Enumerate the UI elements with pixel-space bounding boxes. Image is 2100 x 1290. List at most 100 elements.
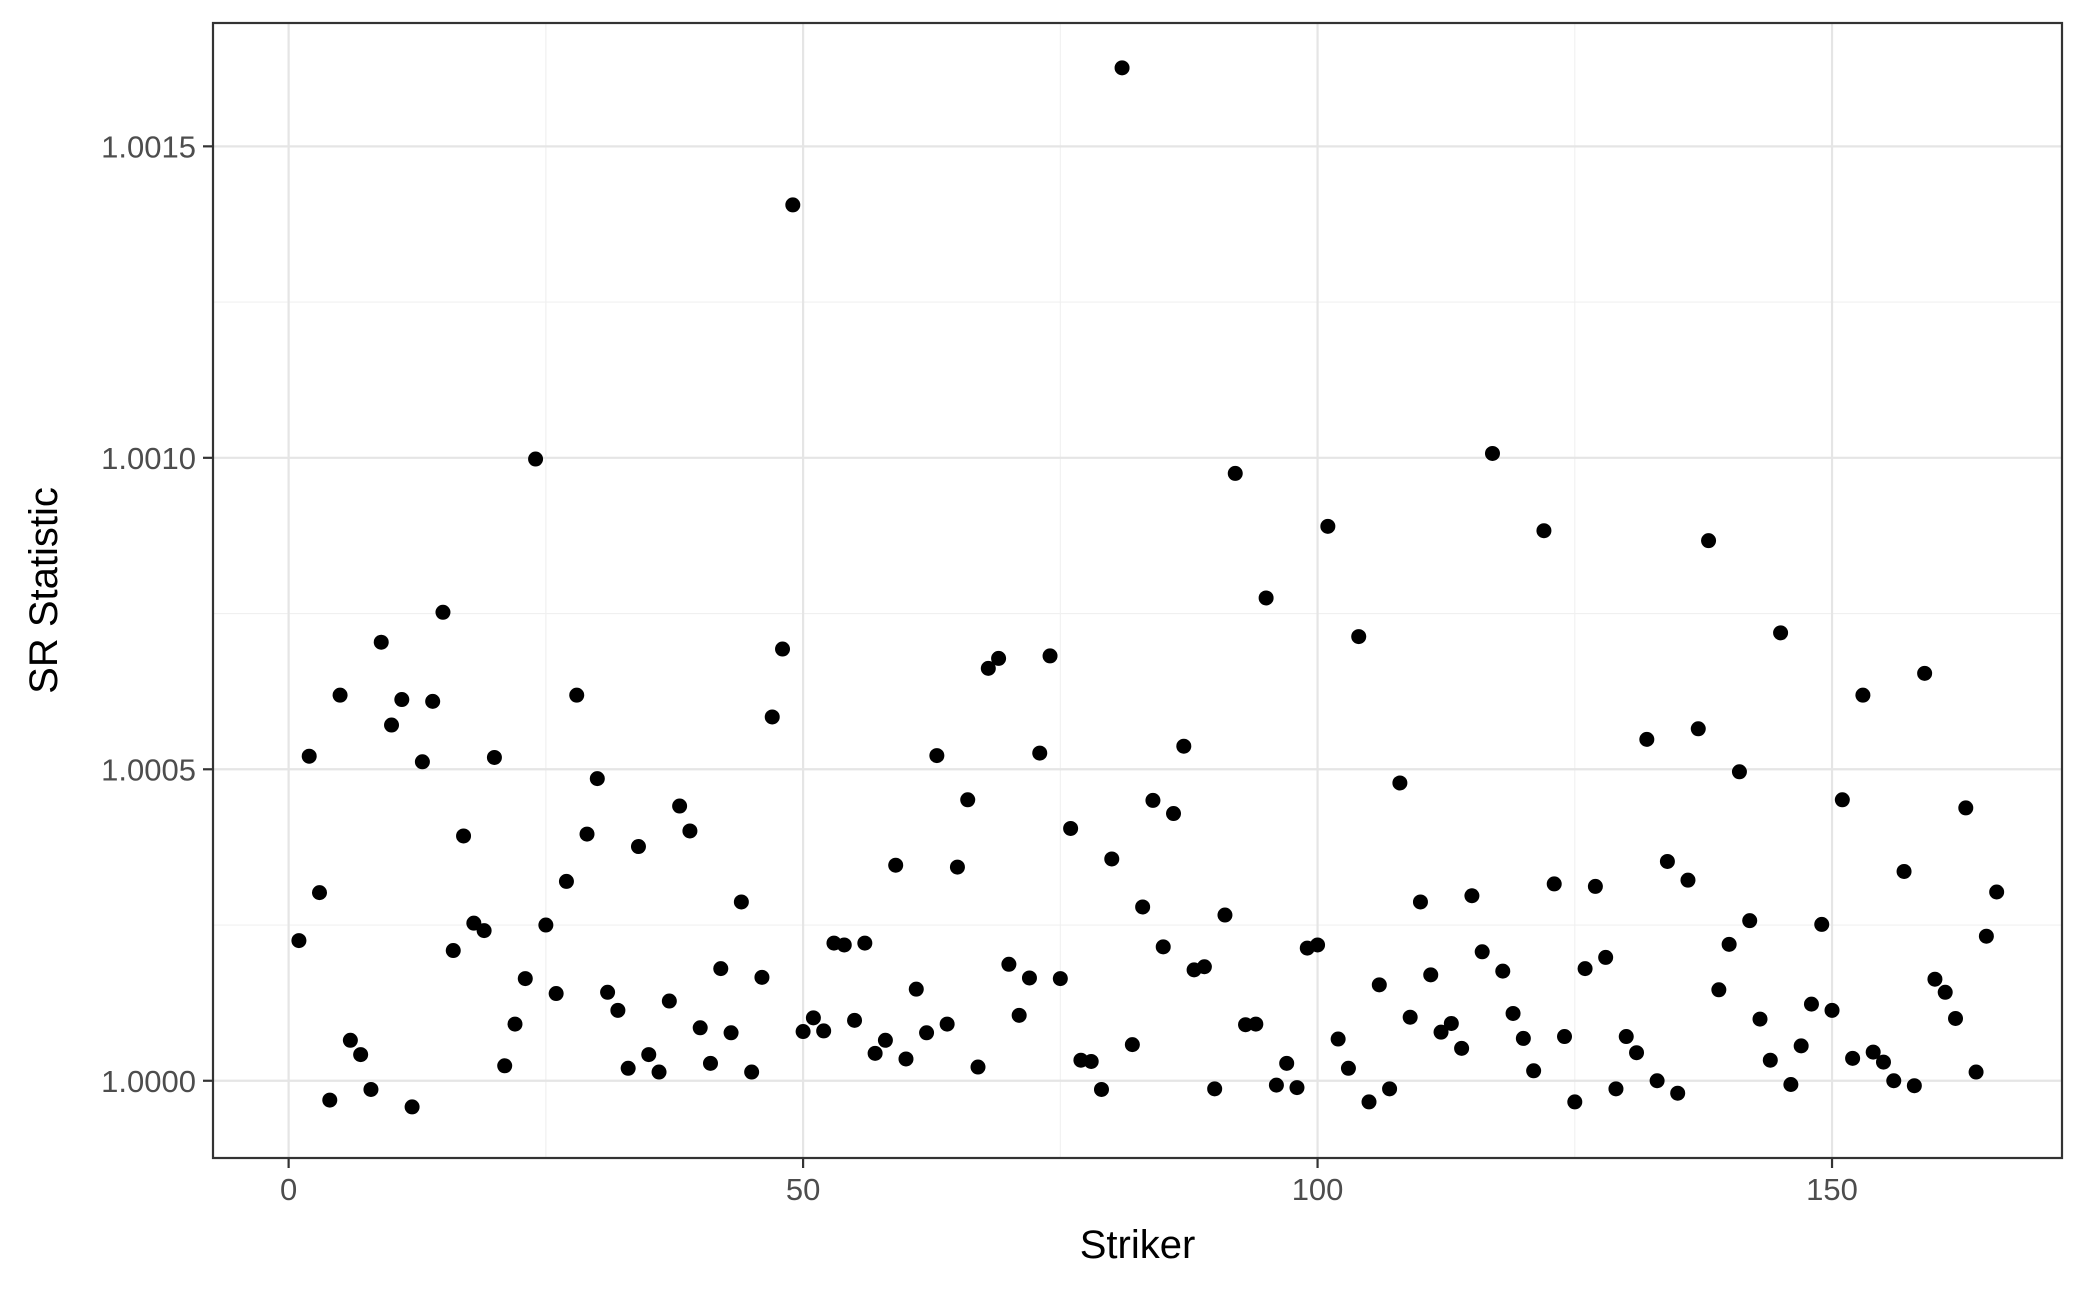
data-point [1855, 687, 1871, 703]
data-point [1093, 1081, 1109, 1097]
data-point [1454, 1040, 1470, 1056]
data-point [1248, 1016, 1264, 1032]
data-point [1155, 939, 1171, 955]
data-point [1310, 937, 1326, 953]
data-point [1577, 961, 1593, 977]
x-tick-label: 50 [786, 1172, 820, 1207]
data-point [600, 984, 616, 1000]
data-point [1557, 1029, 1573, 1045]
data-point [1196, 959, 1212, 975]
data-point [888, 857, 904, 873]
data-point [1484, 445, 1500, 461]
data-point [919, 1025, 935, 1041]
data-point [867, 1045, 883, 1061]
data-point [1320, 518, 1336, 534]
data-point [373, 634, 389, 650]
data-point [291, 933, 307, 949]
data-point [1680, 872, 1696, 888]
data-point [1433, 1024, 1449, 1040]
data-point [1814, 916, 1830, 932]
data-point [1340, 1060, 1356, 1076]
data-point [960, 792, 976, 808]
data-point [507, 1016, 523, 1032]
data-point [476, 923, 492, 939]
data-point [610, 1002, 626, 1018]
data-point [311, 885, 327, 901]
data-point [1875, 1054, 1891, 1070]
axis-ticks: 0 50 100 150 1.0000 1.0005 1.0010 1.0015 [101, 129, 1858, 1207]
data-point [1629, 1045, 1645, 1061]
data-point [1351, 629, 1367, 645]
data-point [939, 1016, 955, 1032]
data-point [1464, 888, 1480, 904]
data-point [1536, 523, 1552, 539]
data-point [1762, 1052, 1778, 1068]
data-point [1742, 913, 1758, 929]
data-point [795, 1024, 811, 1040]
data-point [1382, 1081, 1398, 1097]
data-point [414, 754, 430, 770]
data-point [785, 197, 801, 213]
data-point [1978, 928, 1994, 944]
grid-lines [213, 23, 2062, 1158]
data-point [1989, 884, 2005, 900]
data-point [1567, 1094, 1583, 1110]
data-point [1443, 1015, 1459, 1031]
data-point [1104, 851, 1120, 867]
plot-panel-border [211, 21, 2064, 1160]
data-point [1176, 738, 1192, 754]
data-point [1289, 1080, 1305, 1096]
data-point [1824, 1002, 1840, 1018]
data-point [353, 1047, 369, 1063]
data-point [1001, 956, 1017, 972]
data-point [1608, 1081, 1624, 1097]
data-point [1268, 1077, 1284, 1093]
data-point [589, 771, 605, 787]
data-point [733, 894, 749, 910]
data-point [569, 687, 585, 703]
x-tick-label: 0 [280, 1172, 297, 1207]
data-point [384, 717, 400, 733]
data-point [1330, 1031, 1346, 1047]
data-point [425, 693, 441, 709]
data-point [404, 1099, 420, 1115]
data-point [898, 1051, 914, 1067]
data-point [1886, 1073, 1902, 1089]
data-point [466, 915, 482, 931]
y-tick-label: 1.0010 [101, 441, 196, 476]
data-point [1495, 963, 1511, 979]
data-point [1803, 996, 1819, 1012]
data-point [1587, 878, 1603, 894]
data-point [651, 1064, 667, 1080]
data-point [877, 1032, 893, 1048]
data-point [1783, 1076, 1799, 1092]
data-point [1361, 1094, 1377, 1110]
data-point [1793, 1038, 1809, 1054]
data-point [970, 1059, 986, 1075]
data-point [1474, 944, 1490, 960]
data-point [1011, 1007, 1027, 1023]
data-points [291, 60, 2005, 1115]
data-point [1917, 665, 1933, 681]
data-point [1042, 648, 1058, 664]
data-point [1937, 984, 1953, 1000]
data-point [641, 1047, 657, 1063]
data-point [1083, 1053, 1099, 1069]
data-point [1752, 1011, 1768, 1027]
data-point [816, 1023, 832, 1039]
data-point [672, 798, 688, 814]
data-point [713, 961, 729, 977]
data-point [1546, 876, 1562, 892]
data-point [1412, 894, 1428, 910]
data-point [579, 826, 595, 842]
data-point [1690, 721, 1706, 737]
data-point [744, 1064, 760, 1080]
data-point [1906, 1078, 1922, 1094]
data-point [1731, 764, 1747, 780]
data-point [1701, 533, 1717, 549]
data-point [847, 1012, 863, 1028]
data-point [754, 969, 770, 985]
data-point [445, 943, 461, 959]
data-point [1721, 936, 1737, 952]
data-point [1670, 1085, 1686, 1101]
